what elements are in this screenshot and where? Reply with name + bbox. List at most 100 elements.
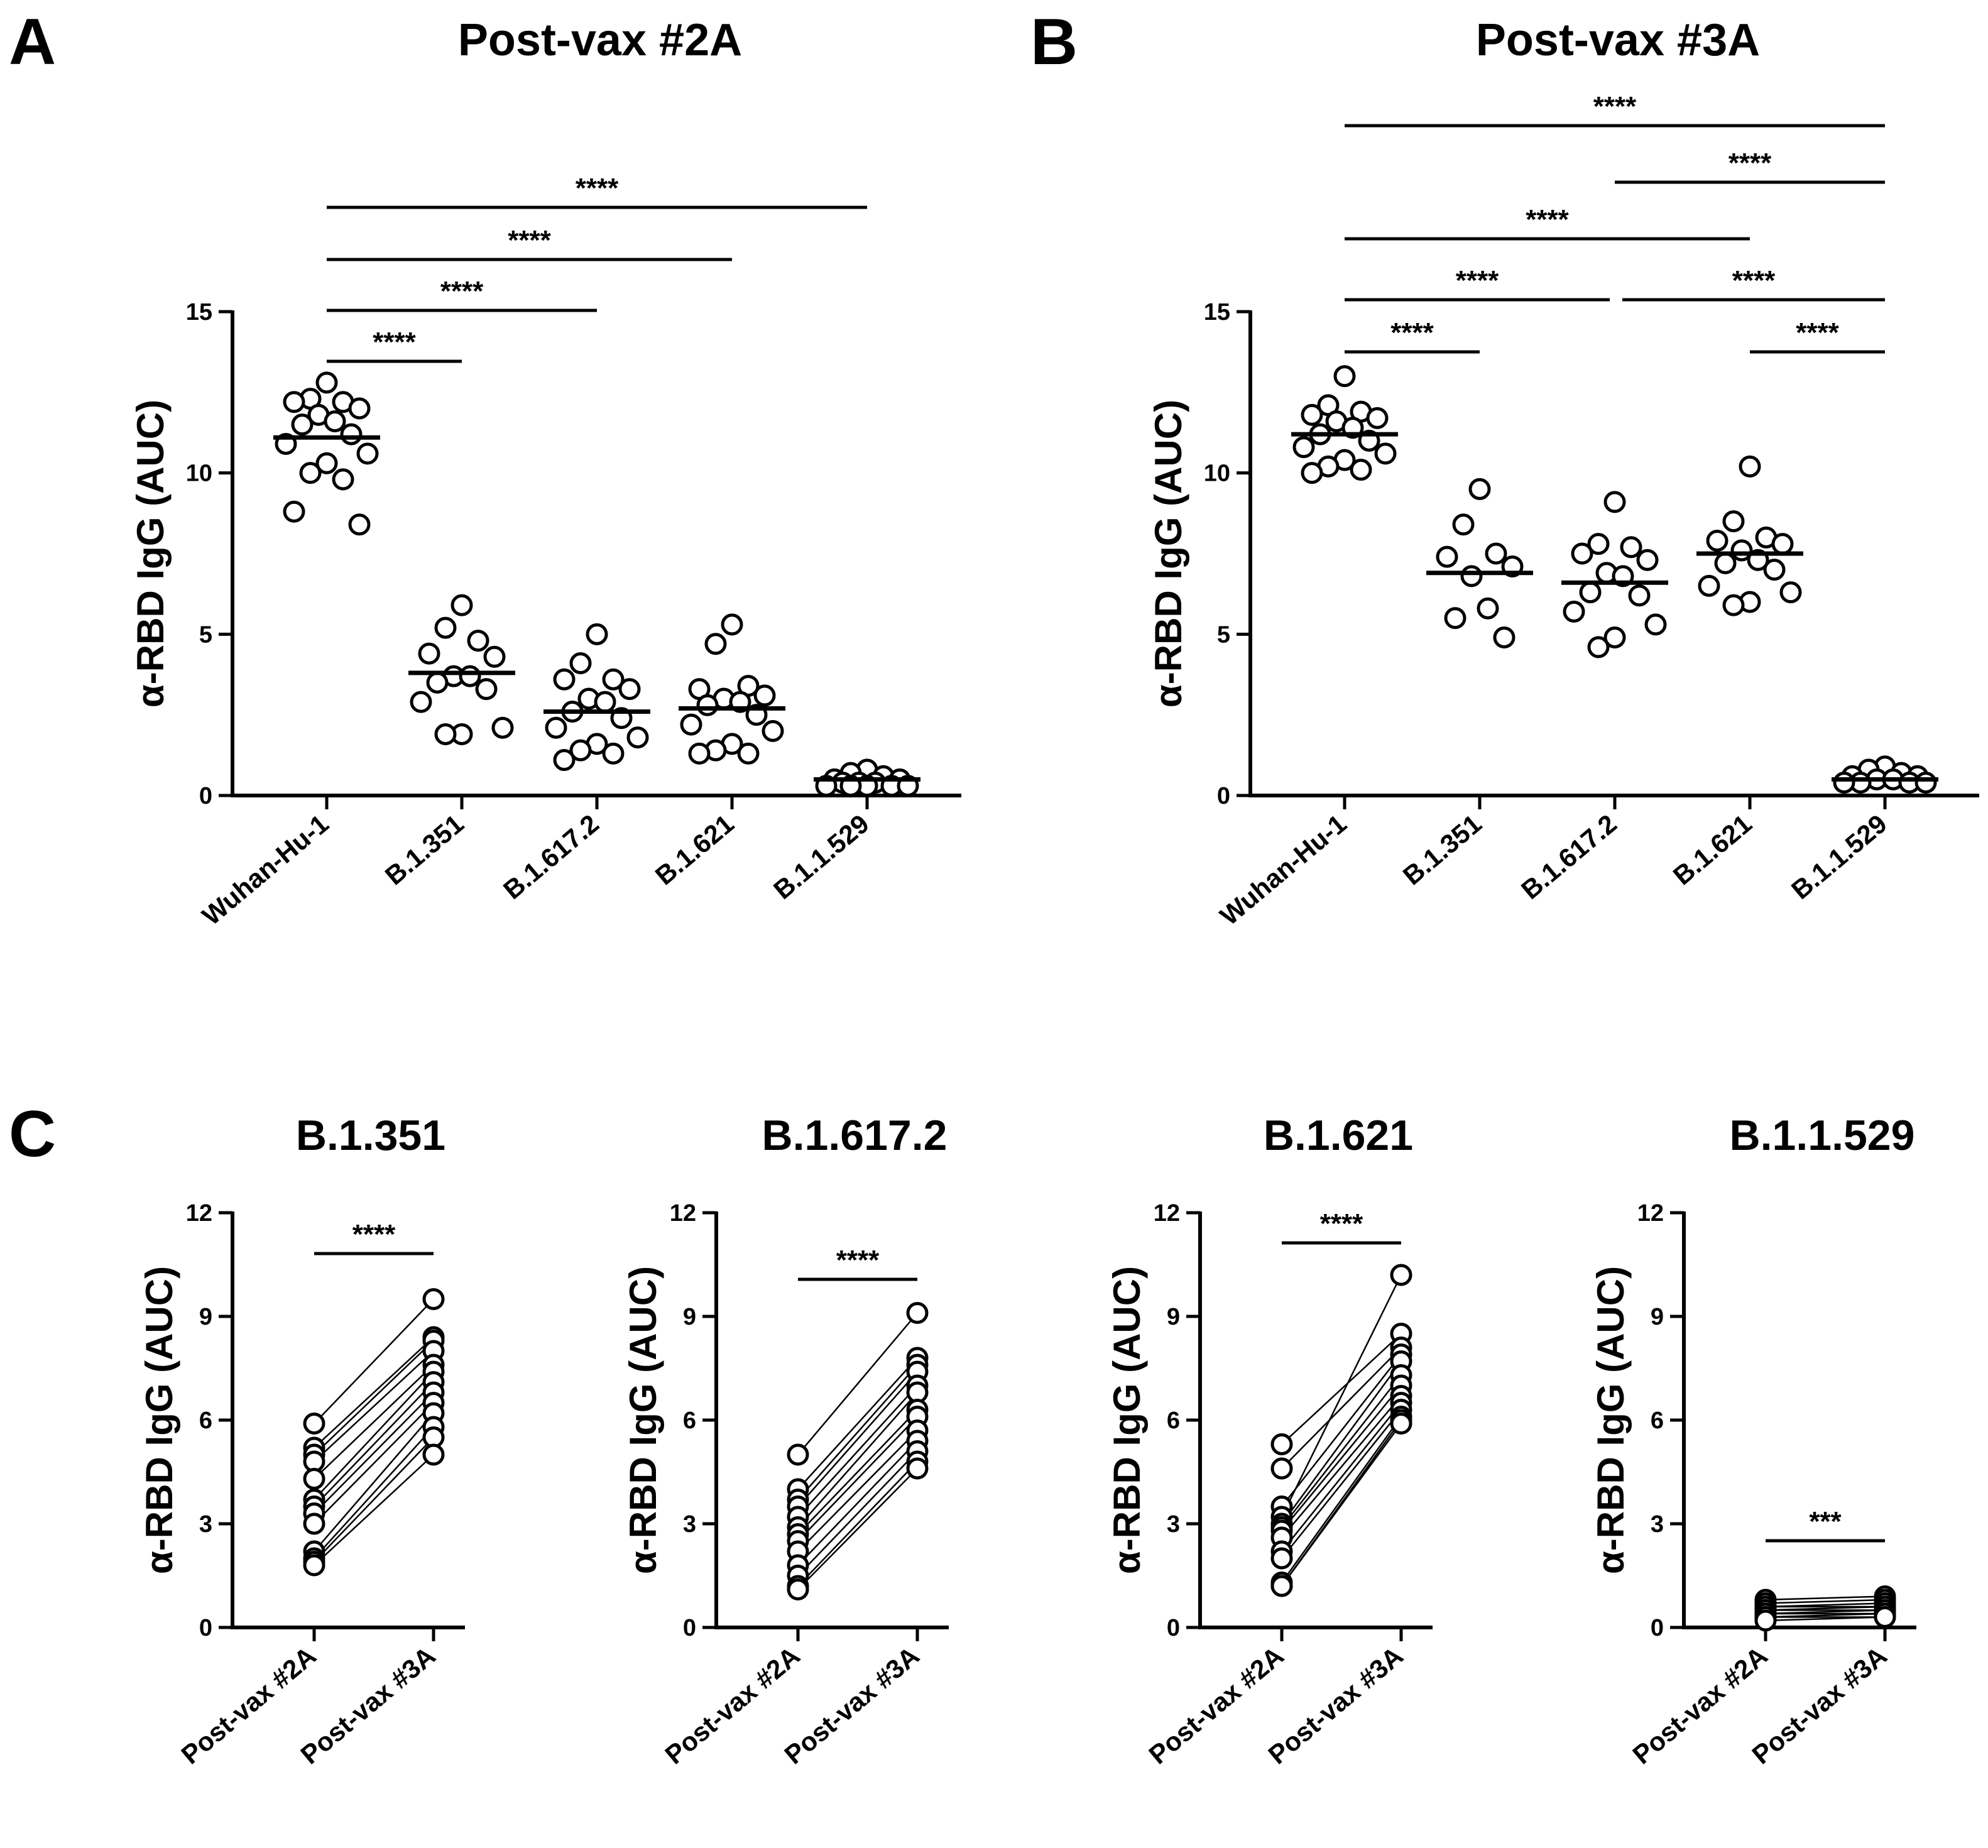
y-tick-label: 6 bbox=[1651, 1408, 1664, 1434]
significance-label: **** bbox=[1796, 317, 1839, 348]
data-point bbox=[340, 423, 363, 446]
data-point bbox=[1722, 510, 1745, 533]
data-point bbox=[1914, 771, 1937, 794]
pair-line bbox=[314, 1402, 434, 1524]
data-point bbox=[1460, 565, 1483, 588]
y-tick-label: 12 bbox=[186, 1200, 212, 1227]
data-point bbox=[586, 623, 608, 645]
data-point bbox=[906, 1302, 929, 1324]
data-point bbox=[475, 678, 498, 701]
pair-line bbox=[314, 1436, 434, 1563]
y-axis-label: α-RBD IgG (AUC) bbox=[1590, 1266, 1632, 1574]
pair-line bbox=[797, 1430, 918, 1552]
data-point bbox=[315, 452, 338, 474]
pair-line bbox=[1281, 1347, 1402, 1469]
y-tick-label: 12 bbox=[670, 1200, 696, 1227]
y-tick-label: 12 bbox=[1154, 1200, 1180, 1227]
significance-label: **** bbox=[1526, 204, 1569, 235]
y-tick-label: 0 bbox=[199, 783, 212, 809]
data-point bbox=[332, 468, 354, 491]
chart-title: B.1.617.2 bbox=[762, 1112, 948, 1159]
data-point bbox=[303, 1512, 325, 1535]
data-point bbox=[569, 739, 592, 762]
y-tick-label: 15 bbox=[1204, 299, 1230, 325]
pair-line bbox=[1281, 1402, 1402, 1552]
data-point bbox=[721, 613, 743, 636]
plots-layer: Post-vax #2A 0 5 10 15 α-RBD IgG (AUC) Wuhan-H… bbox=[129, 15, 1979, 1769]
pair-line bbox=[797, 1392, 918, 1528]
data-point bbox=[1603, 491, 1626, 513]
y-tick-label: 10 bbox=[1204, 461, 1230, 487]
pair-line bbox=[1281, 1360, 1402, 1524]
pair-line bbox=[1281, 1374, 1402, 1528]
pair-line bbox=[797, 1416, 918, 1542]
pair-line bbox=[1281, 1385, 1402, 1531]
data-point bbox=[1333, 365, 1356, 388]
y-tick-label: 0 bbox=[1651, 1615, 1664, 1641]
pair-line bbox=[314, 1337, 434, 1448]
y-tick-label: 15 bbox=[186, 299, 212, 325]
chart-title: Post-vax #2A bbox=[458, 15, 742, 65]
pair-line bbox=[797, 1461, 918, 1587]
y-tick-label: 0 bbox=[1217, 783, 1230, 809]
data-point bbox=[348, 397, 371, 420]
data-point bbox=[434, 616, 457, 639]
x-tick-label: B.1.621 bbox=[1668, 809, 1757, 891]
data-point bbox=[696, 694, 719, 716]
data-point bbox=[1722, 594, 1745, 616]
data-point bbox=[1563, 600, 1585, 623]
data-point bbox=[1350, 459, 1372, 481]
data-point bbox=[1270, 1575, 1293, 1597]
data-point bbox=[1706, 529, 1729, 552]
data-point bbox=[303, 1413, 325, 1435]
data-point bbox=[283, 391, 305, 413]
pair-line bbox=[1765, 1595, 1886, 1601]
chart-title: Post-vax #3A bbox=[1476, 15, 1760, 65]
significance-label: **** bbox=[508, 225, 551, 256]
data-point bbox=[483, 645, 506, 668]
data-point bbox=[787, 1578, 809, 1600]
y-tick-label: 9 bbox=[683, 1304, 696, 1330]
data-point bbox=[553, 668, 576, 691]
pair-line bbox=[797, 1409, 918, 1535]
pair-line bbox=[797, 1312, 918, 1455]
data-point bbox=[1779, 581, 1802, 604]
chart-title: B.1.621 bbox=[1264, 1112, 1413, 1159]
y-tick-label: 3 bbox=[1651, 1511, 1664, 1538]
y-tick-label: 9 bbox=[1167, 1304, 1180, 1330]
y-axis-label: α-RBD IgG (AUC) bbox=[138, 1266, 180, 1574]
data-point bbox=[1620, 536, 1642, 559]
x-tick-label: B.1.617.2 bbox=[1516, 809, 1622, 905]
data-point bbox=[1874, 1606, 1896, 1628]
data-point bbox=[467, 630, 489, 652]
pair-line bbox=[1281, 1409, 1402, 1559]
data-point bbox=[1477, 597, 1499, 620]
data-point bbox=[787, 1443, 809, 1466]
x-tick-label: B.1.617.2 bbox=[498, 809, 604, 905]
x-tick-label: B.1.351 bbox=[1397, 809, 1487, 891]
y-axis-label: α-RBD IgG (AUC) bbox=[129, 400, 172, 708]
data-point bbox=[356, 442, 379, 465]
data-point bbox=[1636, 549, 1659, 571]
y-tick-label: 5 bbox=[199, 621, 212, 648]
pair-line bbox=[1281, 1423, 1402, 1587]
data-point bbox=[1436, 545, 1458, 568]
panel-label-c: C bbox=[9, 1098, 56, 1171]
y-tick-label: 6 bbox=[683, 1408, 696, 1434]
x-tick-label: B.1.1.529 bbox=[768, 809, 875, 905]
data-point bbox=[348, 513, 371, 536]
data-point bbox=[1468, 478, 1491, 500]
data-point bbox=[594, 691, 616, 713]
data-point bbox=[1644, 613, 1667, 636]
significance-label: **** bbox=[373, 327, 416, 358]
significance-label: **** bbox=[440, 276, 484, 307]
data-point bbox=[1366, 407, 1389, 429]
pair-line bbox=[1281, 1353, 1402, 1507]
significance-label: **** bbox=[352, 1219, 396, 1250]
panel-label-b: B bbox=[1030, 6, 1078, 79]
significance-label: **** bbox=[836, 1245, 880, 1276]
significance-label: **** bbox=[1732, 265, 1776, 296]
